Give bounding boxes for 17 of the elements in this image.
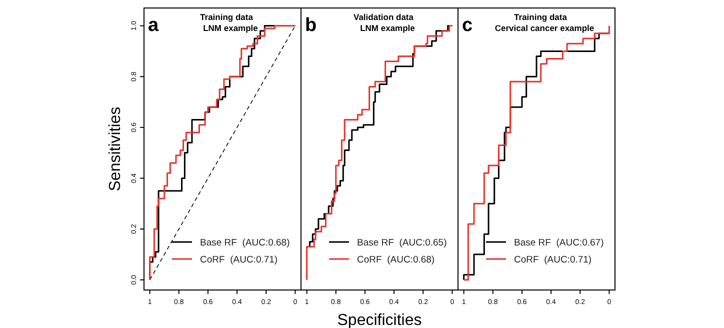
legend-label: CoRF (AUC:0.71) (200, 254, 278, 266)
annotation: b (305, 15, 317, 36)
text: Training data (200, 12, 254, 22)
text: Cervical cancer example (494, 23, 594, 33)
annotation: c (462, 15, 473, 36)
legend-label: CoRF (AUC:0.71) (514, 254, 592, 266)
legend-label: CoRF (AUC:0.68) (357, 254, 435, 266)
legend-label: Base RF (AUC:0.68) (200, 238, 290, 248)
legend-label: Base RF (AUC:0.65) (357, 238, 447, 248)
legend-label: Base RF (AUC:0.67) (514, 238, 604, 248)
annotation: a (148, 15, 159, 36)
x-axis-title: Specificities (337, 312, 422, 328)
text: LNM example (203, 23, 258, 33)
y-axis-title: Sensitivities (107, 106, 124, 192)
text: LNM example (360, 23, 416, 33)
text: Training data (514, 12, 568, 22)
text: Validation data (354, 12, 414, 22)
